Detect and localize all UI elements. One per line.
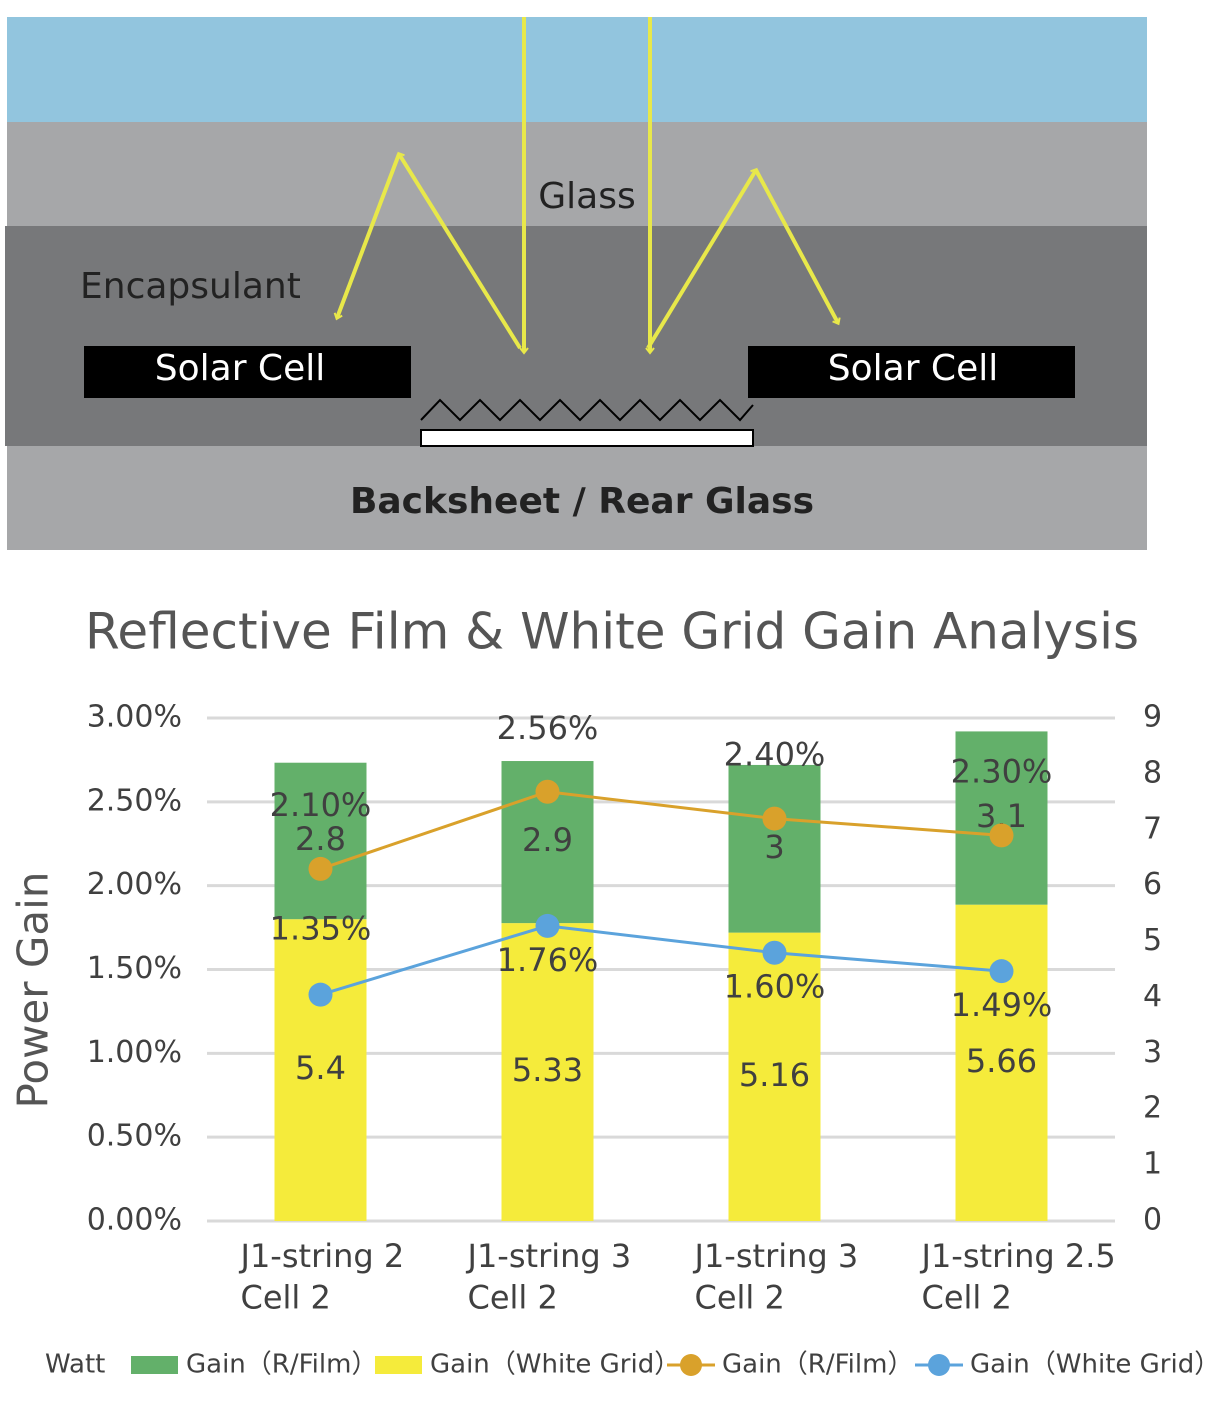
backsheet-layer xyxy=(7,446,1147,550)
bar-segment xyxy=(955,731,1048,905)
bar-label: 5.33 xyxy=(512,1051,583,1089)
y2-tick-label: 6 xyxy=(1143,867,1162,902)
y2-tick-label: 7 xyxy=(1143,811,1162,846)
reflective-film xyxy=(420,429,754,447)
line xyxy=(320,790,1002,871)
line xyxy=(320,924,1002,997)
y-tick-label: 0.00% xyxy=(87,1203,182,1238)
y-axis-label: Power Gain xyxy=(9,872,58,1109)
y2-tick-label: 0 xyxy=(1143,1203,1162,1238)
line-label: 2.10% xyxy=(270,786,372,824)
bar-segment xyxy=(955,904,1048,1221)
x-tick-label: J1-string 3 Cell 2 xyxy=(693,1237,859,1317)
bar-segment xyxy=(274,919,367,1221)
chart: Reflective Film & White Grid Gain Analys… xyxy=(9,603,1209,1380)
y2-tick-label: 4 xyxy=(1143,979,1162,1014)
y-tick-label: 1.00% xyxy=(87,1035,182,1070)
line-marker xyxy=(762,806,787,831)
film-zigzag xyxy=(420,398,754,422)
solar-cell-label: Solar Cell xyxy=(828,348,998,389)
bar-segment xyxy=(501,923,594,1221)
bar-label: 3 xyxy=(764,828,784,866)
bar-segment xyxy=(728,764,821,933)
diagram: Glass Encapsulant Solar Cell Solar Cell … xyxy=(5,17,1147,550)
line-label: 1.76% xyxy=(497,941,599,979)
legend-swatch xyxy=(928,1354,950,1376)
encapsulant-layer xyxy=(5,226,1147,446)
legend-swatch xyxy=(375,1356,422,1374)
y-tick-label: 2.00% xyxy=(87,867,182,902)
solar-cell xyxy=(748,346,1075,398)
legend-title: Watt xyxy=(45,1350,105,1380)
line-label: 1.60% xyxy=(724,968,826,1006)
light-ray xyxy=(333,153,401,321)
sky xyxy=(7,17,1147,122)
y-tick-label: 3.00% xyxy=(87,700,182,735)
legend-label: Gain（R/Film） xyxy=(722,1350,913,1380)
backsheet-label: Backsheet / Rear Glass xyxy=(350,481,814,522)
line-label: 2.30% xyxy=(951,752,1053,790)
y2-tick-label: 8 xyxy=(1143,755,1162,790)
solar-cell-label: Solar Cell xyxy=(155,348,325,389)
y2-tick-label: 1 xyxy=(1143,1147,1162,1182)
legend-swatch xyxy=(680,1354,702,1376)
line-label: 2.56% xyxy=(497,709,599,747)
y2-tick-label: 3 xyxy=(1143,1035,1162,1070)
line-marker xyxy=(308,856,333,881)
y-tick-label: 1.50% xyxy=(87,951,182,986)
line-marker xyxy=(989,959,1014,984)
line-label: 1.35% xyxy=(270,910,372,948)
bar-label: 5.66 xyxy=(966,1042,1037,1080)
bar-label: 2.9 xyxy=(522,821,573,859)
y2-tick-label: 2 xyxy=(1143,1091,1162,1126)
bar-label: 5.4 xyxy=(295,1049,346,1087)
glass-label: Glass xyxy=(538,176,635,217)
light-ray xyxy=(396,151,522,350)
legend-label: Gain（White Grid） xyxy=(430,1350,680,1380)
x-tick-label: J1-string 3 Cell 2 xyxy=(466,1237,632,1317)
line-marker xyxy=(535,913,560,938)
y2-tick-label: 9 xyxy=(1143,700,1162,735)
light-ray xyxy=(754,169,841,326)
line-marker xyxy=(308,982,333,1007)
bar-label: 5.16 xyxy=(739,1056,810,1094)
y-tick-label: 0.50% xyxy=(87,1119,182,1154)
encapsulant-label: Encapsulant xyxy=(80,266,301,307)
x-tick-label: J1-string 2 Cell 2 xyxy=(239,1237,405,1317)
y-tick-label: 2.50% xyxy=(87,783,182,818)
chart-title: Reflective Film & White Grid Gain Analys… xyxy=(85,603,1139,661)
line-label: 2.40% xyxy=(724,736,826,774)
line-marker xyxy=(989,823,1014,848)
line-label: 1.49% xyxy=(951,986,1053,1024)
legend-label: Gain（White Grid） xyxy=(970,1350,1209,1380)
solar-cell xyxy=(84,346,411,398)
glass-layer xyxy=(7,122,1147,226)
light-ray xyxy=(646,167,759,350)
line-marker xyxy=(535,779,560,804)
y2-tick-label: 5 xyxy=(1143,923,1162,958)
bar-segment xyxy=(728,932,821,1221)
x-tick-label: J1-string 2.5 Cell 2 xyxy=(920,1237,1116,1317)
legend-label: Gain（R/Film） xyxy=(186,1350,377,1380)
bar-segment xyxy=(274,762,367,920)
bar-label: 2.8 xyxy=(295,820,346,858)
legend-swatch xyxy=(131,1356,178,1374)
line-marker xyxy=(762,940,787,965)
